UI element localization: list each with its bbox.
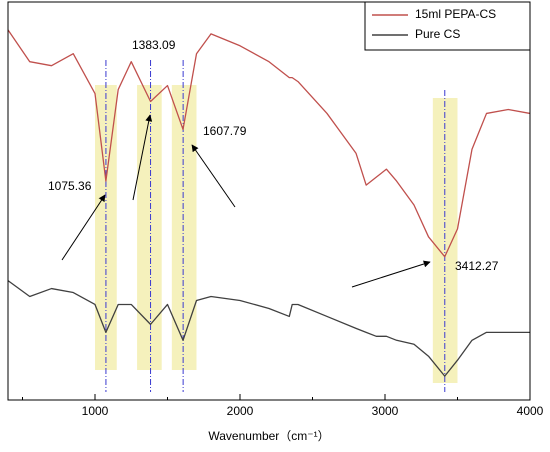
arrow xyxy=(132,114,153,201)
series-line xyxy=(7,29,531,258)
legend xyxy=(364,1,531,51)
peak-label: 1383.09 xyxy=(132,38,176,52)
x-tick-label: 3000 xyxy=(372,404,399,418)
plot xyxy=(7,29,531,377)
peak-label: 1075.36 xyxy=(48,179,92,193)
highlight-band xyxy=(171,85,197,370)
highlight-band xyxy=(137,85,162,370)
arrow xyxy=(351,260,431,288)
x-axis-label: Wavenumber（cm⁻¹） xyxy=(208,429,329,443)
peak-label: 3412.27 xyxy=(455,259,499,273)
arrow xyxy=(61,194,106,261)
legend-label: Pure CS xyxy=(415,27,460,41)
x-tick-label: 4000 xyxy=(517,404,544,418)
series-line xyxy=(7,280,530,377)
legend-label: 15ml PEPA-CS xyxy=(415,7,496,21)
x-tick-label: 2000 xyxy=(227,404,254,418)
peak-label: 1607.79 xyxy=(203,124,247,138)
x-tick-label: 1000 xyxy=(82,404,109,418)
plot-frame xyxy=(7,1,531,401)
arrow xyxy=(191,144,236,208)
